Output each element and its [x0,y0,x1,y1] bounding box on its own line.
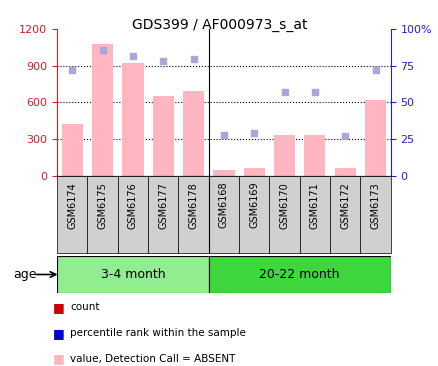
Bar [208,176,239,253]
Bar [122,63,143,176]
Bar [183,92,204,176]
FancyBboxPatch shape [208,256,390,293]
Text: GSM6171: GSM6171 [309,182,319,229]
Bar [117,176,148,253]
Text: GSM6174: GSM6174 [67,182,77,229]
Point [371,67,378,73]
Text: value, Detection Call = ABSENT: value, Detection Call = ABSENT [70,354,235,364]
Bar [178,176,208,253]
Point [341,133,348,139]
Text: GDS399 / AF000973_s_at: GDS399 / AF000973_s_at [131,18,307,32]
Text: ■: ■ [53,326,64,340]
Text: GSM6168: GSM6168 [219,182,228,228]
Bar [304,135,325,176]
Point [99,47,106,53]
Text: GSM6169: GSM6169 [249,182,258,228]
Text: GSM6176: GSM6176 [127,182,138,229]
Bar [334,168,355,176]
Bar [57,176,87,253]
Bar [360,176,390,253]
FancyBboxPatch shape [57,256,208,293]
Text: GSM6172: GSM6172 [339,182,350,229]
Bar [299,176,329,253]
Text: percentile rank within the sample: percentile rank within the sample [70,328,246,338]
Text: count: count [70,302,99,313]
Text: GSM6170: GSM6170 [279,182,289,229]
Text: ■: ■ [53,352,64,365]
Bar [243,168,264,176]
Bar [213,169,234,176]
Point [159,59,166,64]
Text: GSM6175: GSM6175 [97,182,107,229]
Bar [148,176,178,253]
Text: 3-4 month: 3-4 month [100,268,165,281]
Point [280,89,287,95]
Bar [329,176,360,253]
Bar [61,124,83,176]
Bar [239,176,269,253]
Bar [269,176,299,253]
Bar [364,100,385,176]
Point [220,132,227,138]
Text: GSM6178: GSM6178 [188,182,198,229]
Text: 20-22 month: 20-22 month [259,268,339,281]
Text: GSM6173: GSM6173 [370,182,380,229]
Bar [92,44,113,176]
Point [311,89,318,95]
Bar [87,176,117,253]
Point [129,53,136,59]
Point [250,130,257,136]
Point [69,67,76,73]
Bar [273,135,294,176]
Text: age: age [13,268,37,281]
Text: GSM6177: GSM6177 [158,182,168,229]
Bar [152,96,173,176]
Text: ■: ■ [53,301,64,314]
Point [190,56,197,61]
